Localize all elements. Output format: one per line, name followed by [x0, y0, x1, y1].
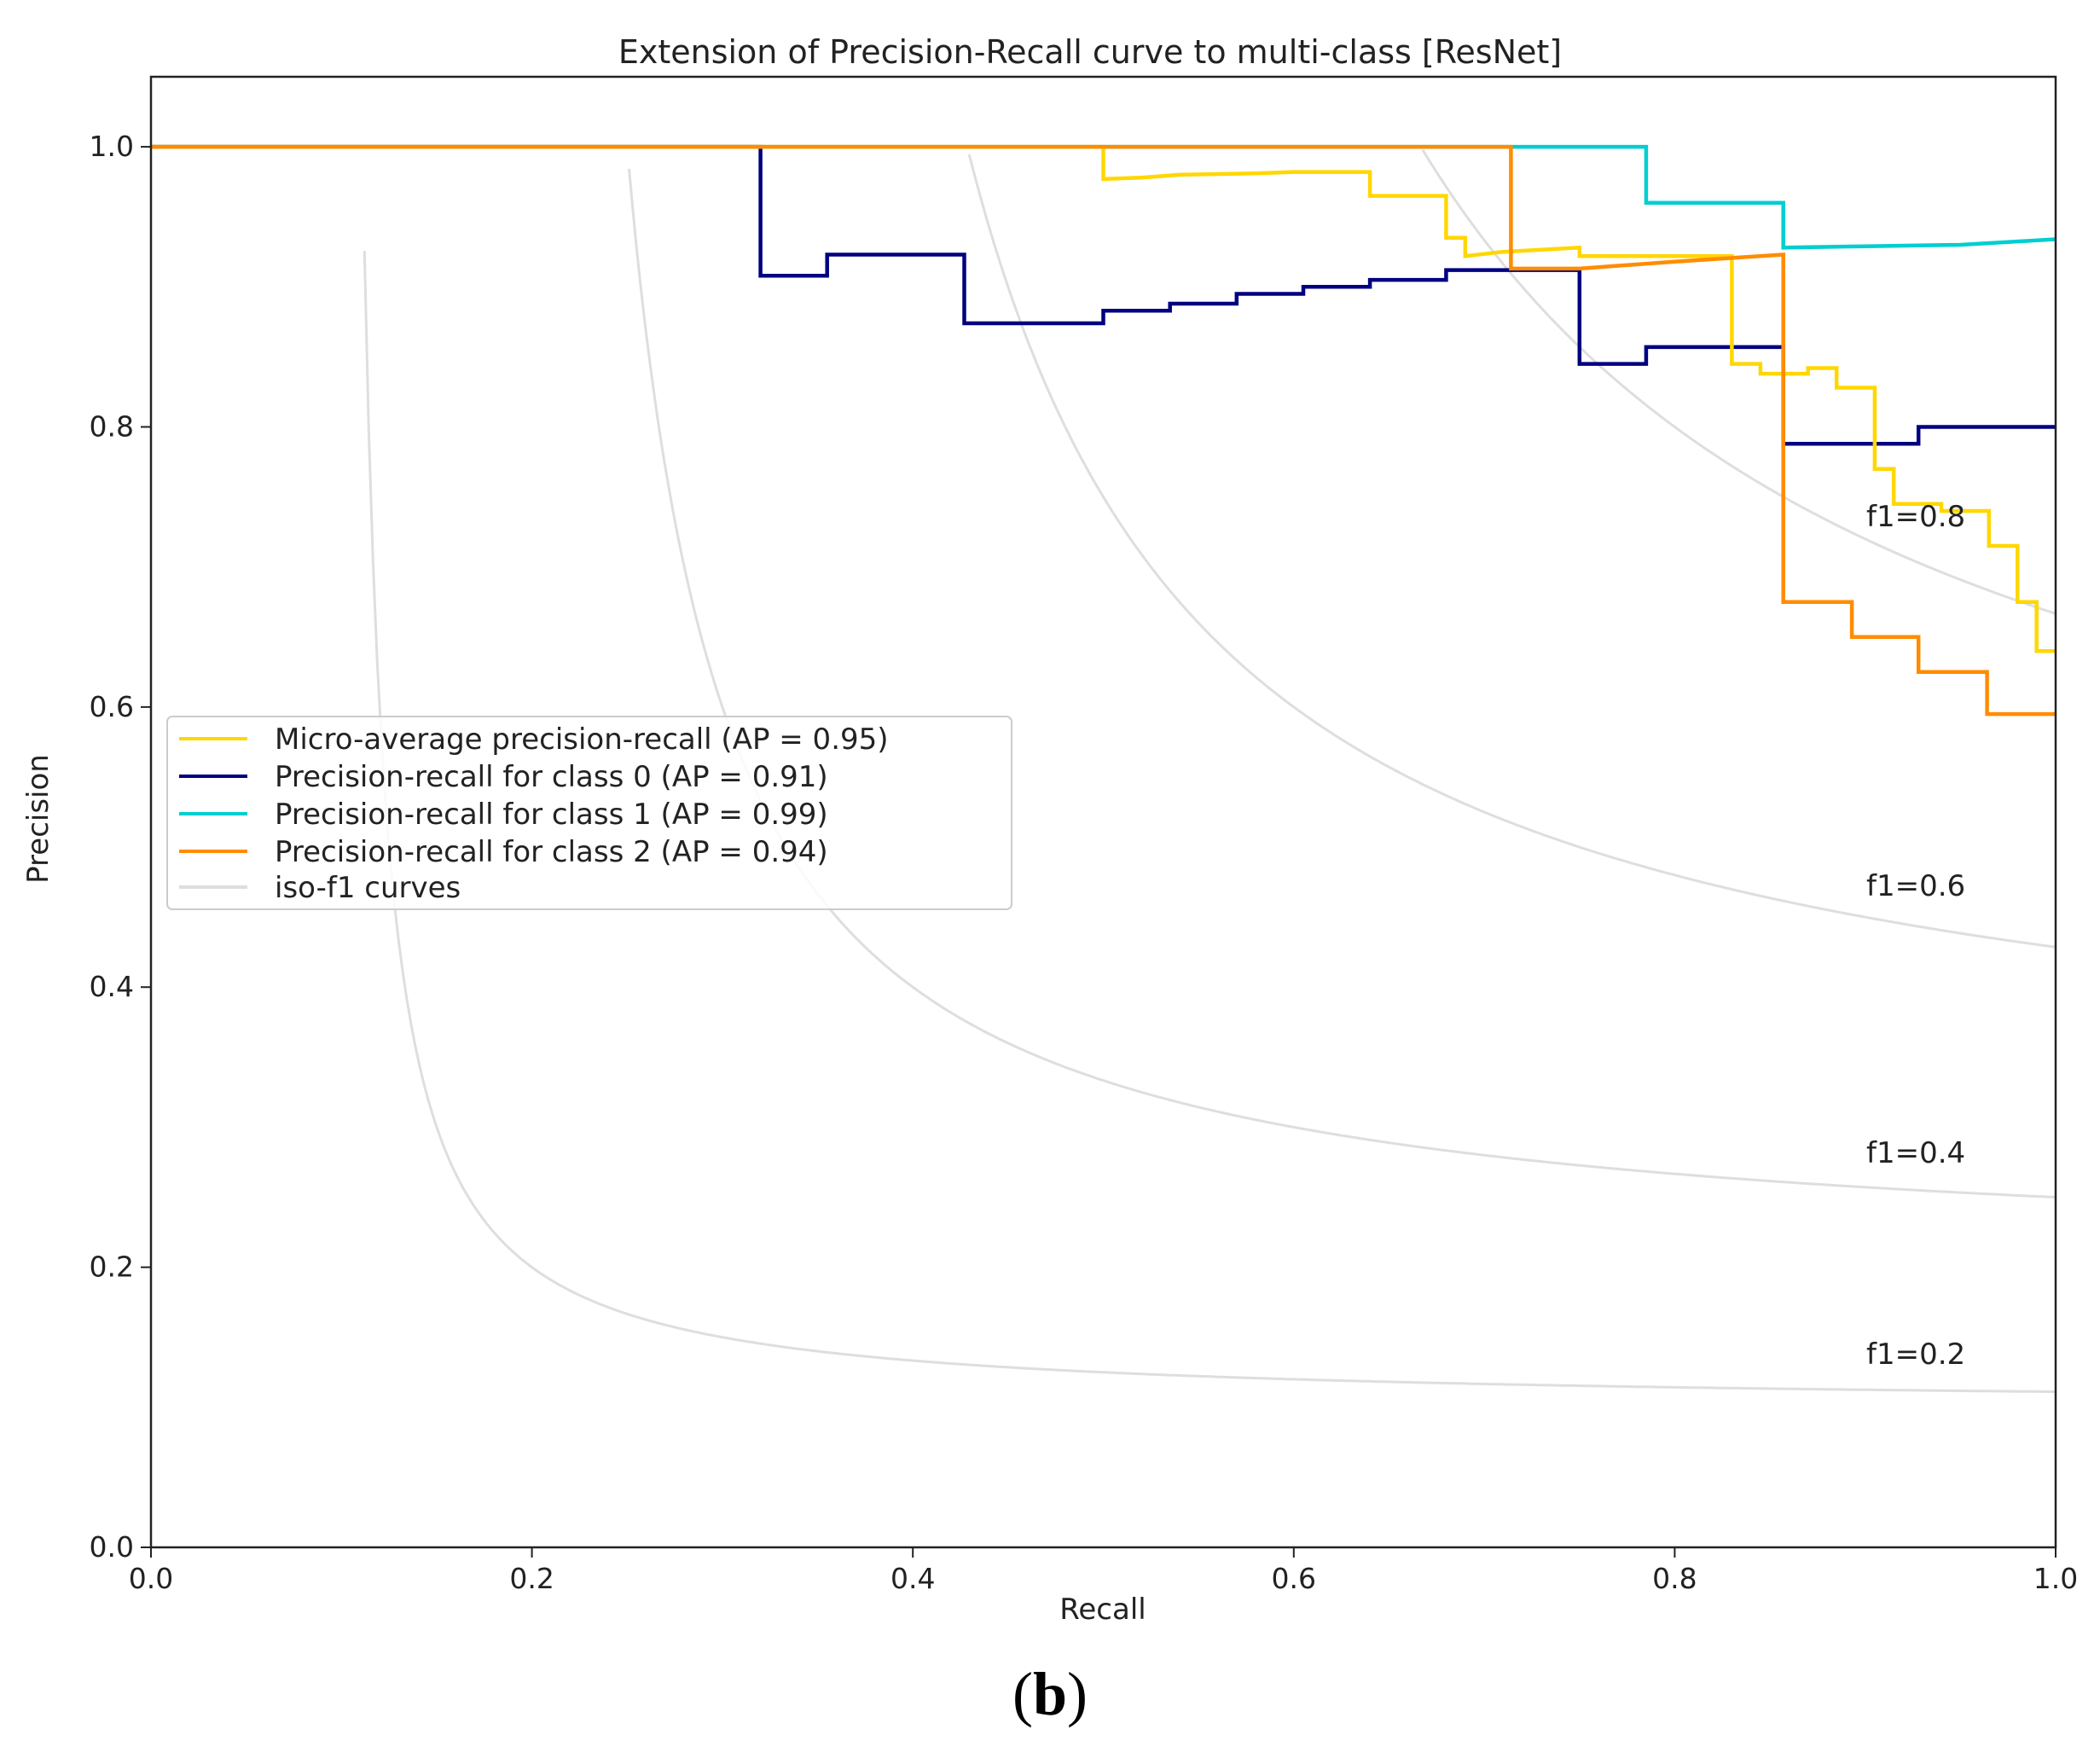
- x-tick-label: 0.4: [890, 1562, 935, 1595]
- y-tick-label: 0.8: [90, 409, 134, 443]
- class-0-curve: [151, 144, 2056, 446]
- class-2-curve: [151, 144, 2056, 717]
- x-tick-label: 0.2: [509, 1562, 554, 1595]
- legend-label-class-0: Precision-recall for class 0 (AP = 0.91): [275, 760, 828, 794]
- panel-label-letter: b: [1032, 1660, 1068, 1728]
- legend-label-iso-f1: iso-f1 curves: [275, 871, 461, 905]
- x-tick-label: 0.6: [1272, 1562, 1316, 1595]
- x-tick-label: 0.8: [1652, 1562, 1697, 1595]
- class-1-curve: [151, 144, 2056, 250]
- y-tick-label: 0.0: [90, 1530, 134, 1564]
- panel-label: (b): [0, 1659, 2100, 1730]
- y-tick-label: 0.2: [90, 1250, 134, 1284]
- y-axis-ticks: 0.0 0.2 0.4 0.6 0.8 1.0: [90, 130, 151, 1564]
- iso-f1-curve-0-8: [1421, 148, 2056, 615]
- micro-average-curve: [151, 144, 2056, 653]
- x-tick-label: 0.0: [129, 1562, 173, 1595]
- legend-label-class-1: Precision-recall for class 1 (AP = 0.99): [275, 798, 828, 832]
- iso-f1-curves: [363, 148, 2056, 1394]
- iso-f1-curve-0-6: [967, 154, 2056, 949]
- x-tick-label: 1.0: [2033, 1562, 2078, 1595]
- panel-label-open: (: [1012, 1660, 1033, 1728]
- chart-title: Extension of Precision-Recall curve to m…: [618, 33, 1562, 71]
- panel-label-close: ): [1067, 1660, 1088, 1728]
- plot-frame: [149, 75, 2057, 1549]
- legend: Micro-average precision-recall (AP = 0.9…: [166, 716, 1012, 910]
- y-tick-label: 0.4: [90, 970, 134, 1003]
- legend-label-class-2: Precision-recall for class 2 (AP = 0.94): [275, 835, 828, 869]
- y-axis-label: Precision: [21, 754, 55, 884]
- iso-label-f1-0-4: f1=0.4: [1866, 1136, 1965, 1170]
- iso-label-f1-0-2: f1=0.2: [1866, 1338, 1965, 1372]
- x-axis-label: Recall: [1059, 1593, 1146, 1627]
- iso-label-f1-0-6: f1=0.6: [1866, 869, 1965, 903]
- iso-f1-curve-0-4: [628, 168, 2056, 1198]
- x-axis-ticks: 0.0 0.2 0.4 0.6 0.8 1.0: [129, 1547, 2078, 1595]
- legend-label-micro-average: Micro-average precision-recall (AP = 0.9…: [275, 722, 889, 757]
- y-tick-label: 1.0: [90, 130, 134, 163]
- series-lines: [151, 144, 2056, 717]
- iso-label-f1-0-8: f1=0.8: [1866, 500, 1965, 534]
- y-tick-label: 0.6: [90, 690, 134, 723]
- legend-box: [166, 716, 1012, 910]
- iso-f1-curve-0-2: [363, 251, 2056, 1394]
